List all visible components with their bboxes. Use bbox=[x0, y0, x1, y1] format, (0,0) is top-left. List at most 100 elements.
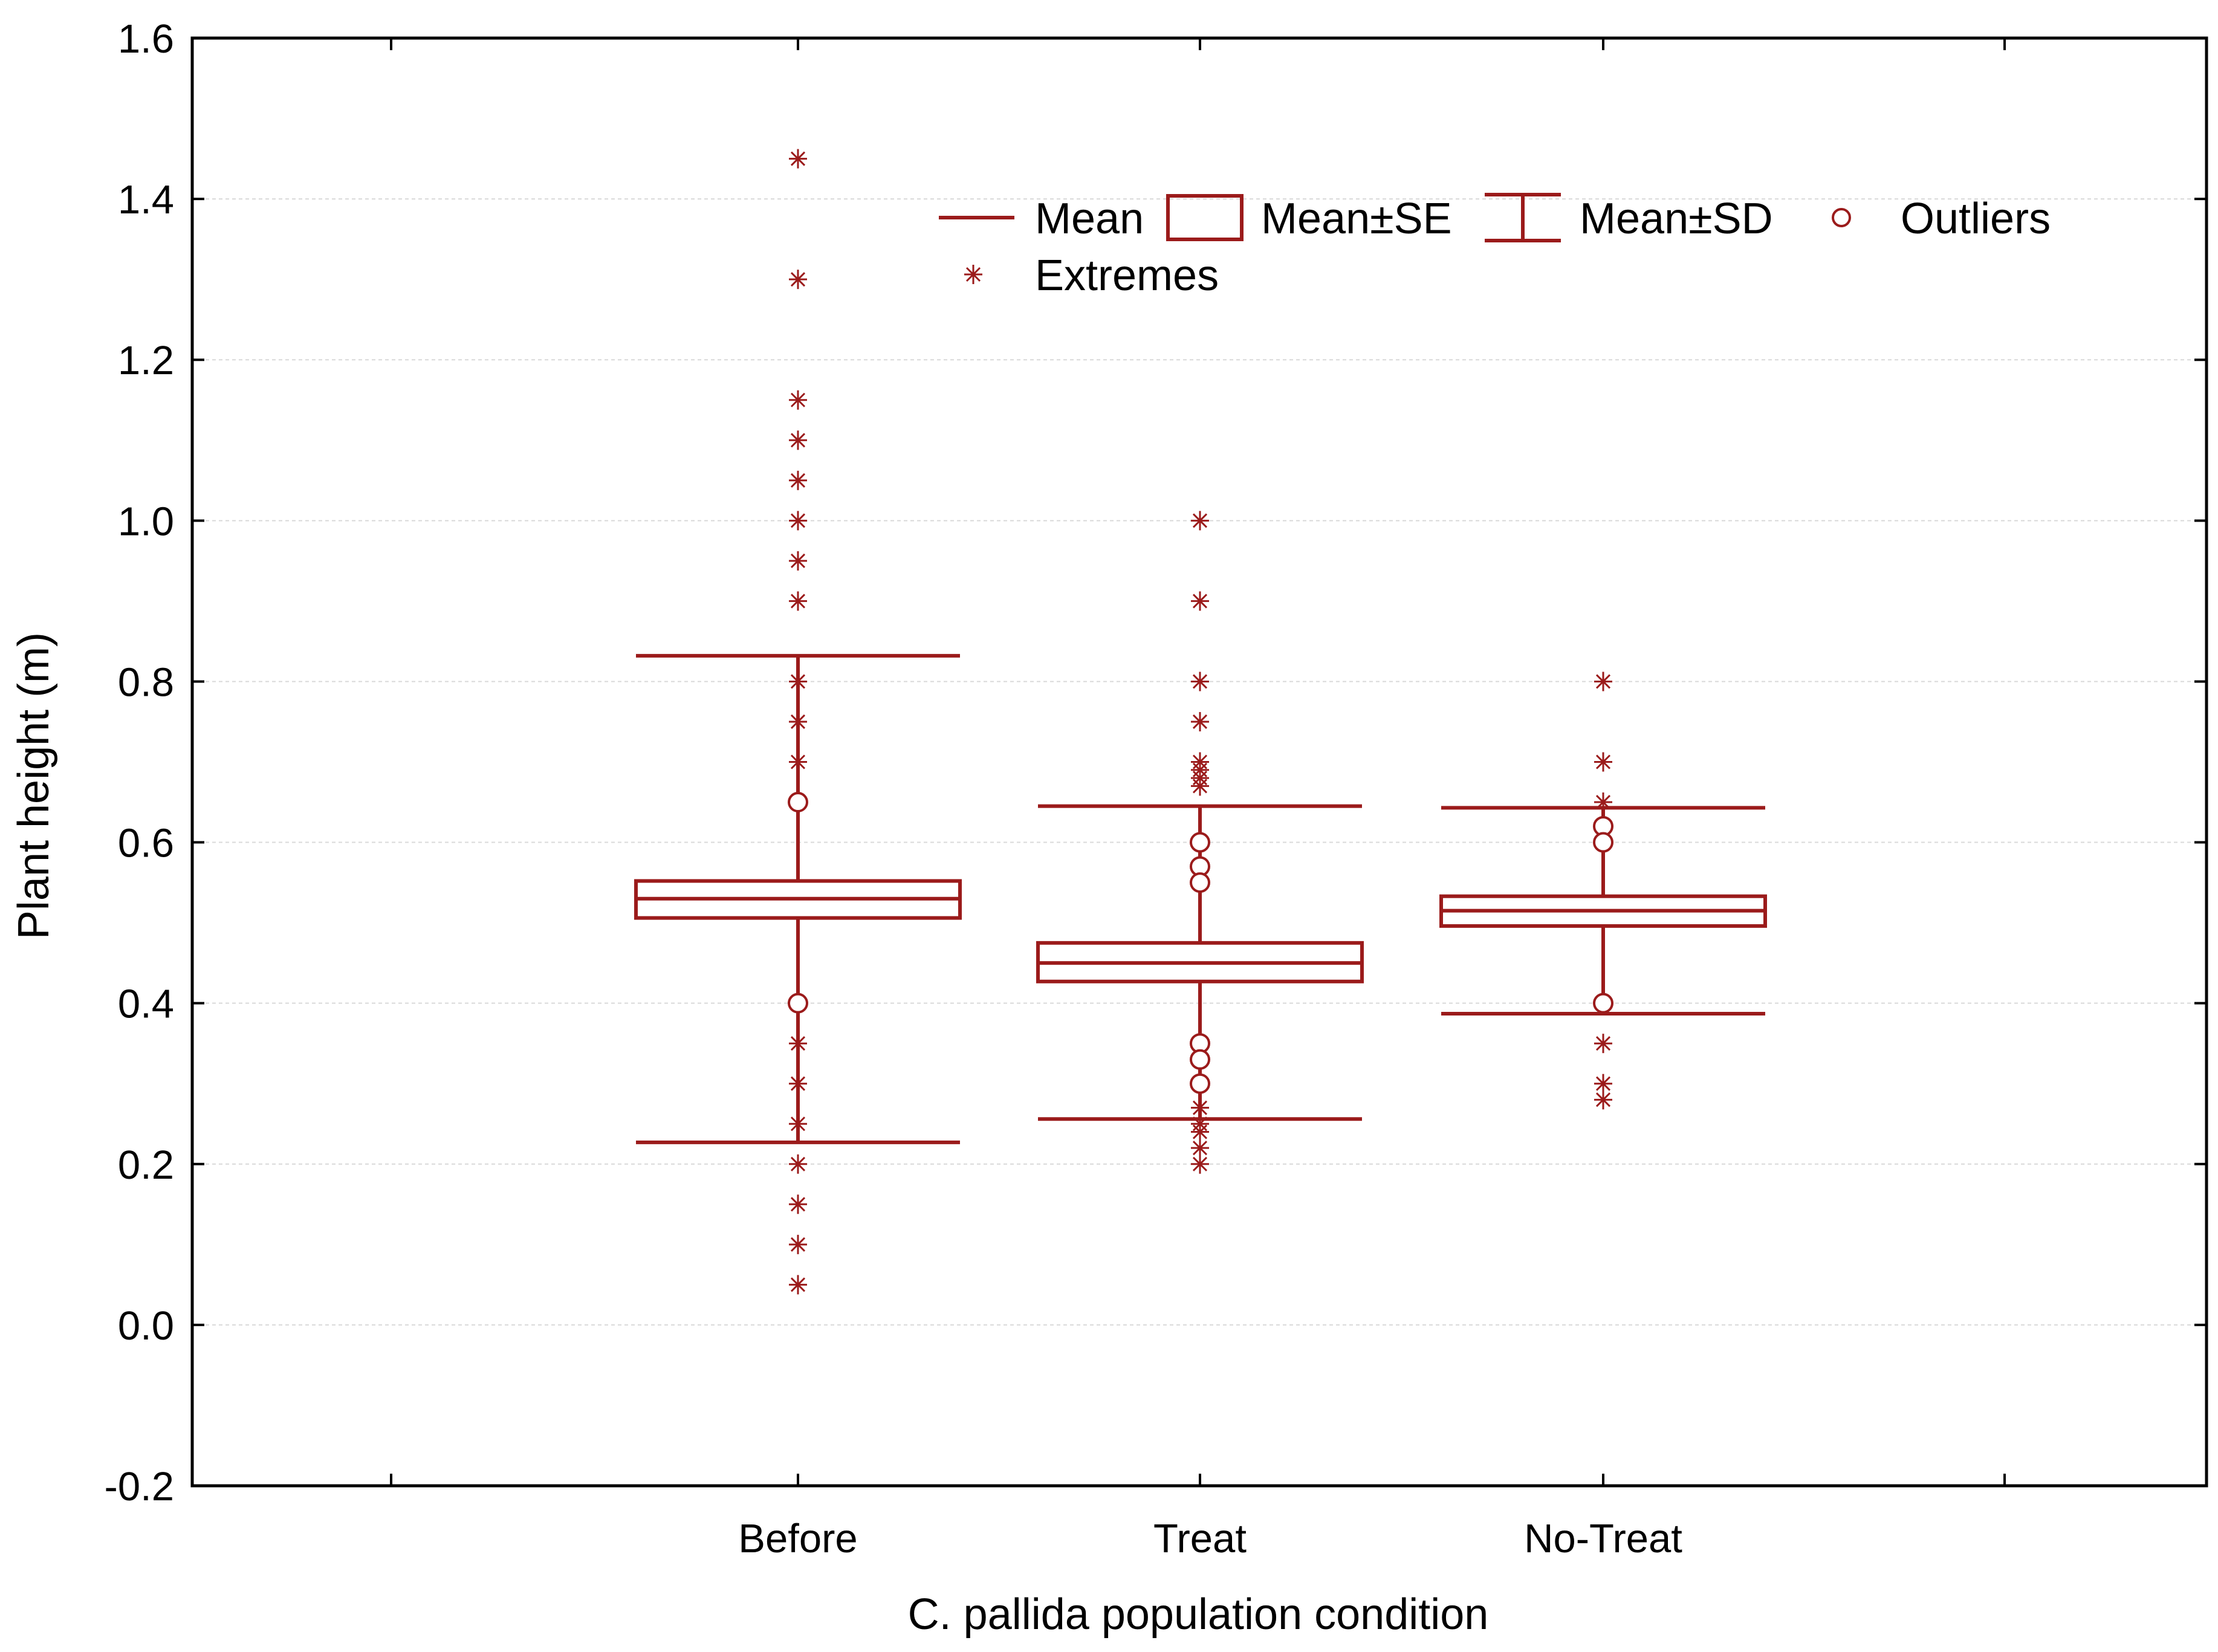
extreme-stroke bbox=[1192, 1124, 1208, 1139]
extreme-point bbox=[1191, 776, 1209, 796]
extreme-stroke bbox=[790, 513, 806, 528]
extreme-point bbox=[789, 511, 807, 531]
box-group-before bbox=[634, 149, 962, 1295]
legend-sd-symbol bbox=[1485, 193, 1561, 242]
extreme-point bbox=[789, 1194, 807, 1214]
extreme-point bbox=[1191, 711, 1209, 731]
outlier-point bbox=[1190, 1073, 1210, 1094]
y-tick-label: -0.2 bbox=[105, 1464, 174, 1509]
extreme-point bbox=[1191, 1122, 1209, 1142]
extreme-point bbox=[789, 672, 807, 692]
extreme-stroke bbox=[1595, 794, 1611, 810]
extreme-point bbox=[1191, 672, 1209, 692]
extreme-stroke bbox=[1192, 779, 1208, 794]
extreme-point bbox=[789, 430, 807, 450]
y-tick-label: 0.4 bbox=[118, 982, 174, 1027]
extreme-point bbox=[789, 1275, 807, 1295]
x-axis: Before Treat No-Treat bbox=[390, 38, 2006, 1561]
legend-outlier-symbol bbox=[1832, 208, 1851, 227]
extreme-stroke bbox=[790, 392, 806, 407]
extreme-stroke bbox=[790, 553, 806, 568]
legend-extremes-label: Extremes bbox=[1035, 251, 1219, 300]
legend-outliers-label: Outliers bbox=[1901, 195, 2051, 243]
x-tick-label: Before bbox=[738, 1516, 857, 1561]
extreme-stroke bbox=[1192, 1156, 1208, 1171]
outlier-point bbox=[1593, 832, 1613, 853]
extreme-stroke bbox=[1192, 714, 1208, 730]
extreme-stroke bbox=[790, 1076, 806, 1091]
y-tick-label: 1.4 bbox=[118, 177, 174, 222]
extreme-stroke bbox=[790, 714, 806, 730]
extreme-stroke bbox=[1192, 1141, 1208, 1156]
box-group-no-treat bbox=[1439, 672, 1767, 1110]
extreme-stroke bbox=[790, 272, 806, 287]
extreme-point bbox=[1594, 1090, 1612, 1110]
x-tick-label: Treat bbox=[1153, 1516, 1247, 1561]
extreme-stroke bbox=[1595, 1092, 1611, 1107]
extreme-point bbox=[789, 711, 807, 731]
extreme-stroke bbox=[1192, 594, 1208, 609]
extreme-point bbox=[789, 1234, 807, 1254]
legend-se-symbol bbox=[1166, 194, 1244, 241]
box-group-treat bbox=[1036, 511, 1364, 1174]
extreme-stroke bbox=[790, 1237, 806, 1252]
y-tick-label: 0.0 bbox=[118, 1303, 174, 1349]
extreme-point bbox=[1191, 591, 1209, 611]
extreme-stroke bbox=[790, 1036, 806, 1051]
extreme-point bbox=[1594, 792, 1612, 812]
extreme-stroke bbox=[790, 754, 806, 769]
y-tick-label: 1.0 bbox=[118, 499, 174, 544]
y-axis: -0.2 0.0 0.2 0.4 0.6 0.8 1.0 1.2 1.4 1.6 bbox=[105, 16, 2207, 1509]
extreme-point bbox=[789, 591, 807, 611]
extreme-stroke bbox=[790, 594, 806, 609]
extreme-point bbox=[1191, 1154, 1209, 1174]
legend-se-label: Mean±SE bbox=[1261, 195, 1452, 243]
extreme-point bbox=[1594, 752, 1612, 772]
extreme-stroke bbox=[1595, 754, 1611, 769]
extreme-stroke bbox=[1192, 513, 1208, 528]
extreme-stroke bbox=[790, 151, 806, 166]
extreme-point bbox=[789, 1154, 807, 1174]
extreme-point bbox=[789, 1074, 807, 1093]
extreme-stroke bbox=[1595, 674, 1611, 689]
extreme-stroke bbox=[790, 433, 806, 448]
outlier-point bbox=[1190, 1049, 1210, 1070]
extreme-stroke bbox=[790, 1277, 806, 1292]
extreme-point bbox=[789, 752, 807, 772]
y-tick-label: 0.6 bbox=[118, 821, 174, 866]
y-tick-label: 0.8 bbox=[118, 659, 174, 705]
legend-sd-label: Mean±SD bbox=[1580, 195, 1773, 243]
extreme-stroke bbox=[1192, 674, 1208, 689]
extreme-point bbox=[789, 390, 807, 410]
extreme-stroke bbox=[790, 473, 806, 488]
outlier-point bbox=[788, 792, 808, 813]
extreme-stroke bbox=[1595, 1036, 1611, 1051]
legend: Mean Mean±SE Mean±SD Outliers Extremes bbox=[939, 193, 2051, 300]
legend-extreme-symbol bbox=[964, 265, 982, 284]
extreme-stroke bbox=[790, 1116, 806, 1132]
legend-mean-label: Mean bbox=[1035, 195, 1144, 243]
y-axis-title: Plant height (m) bbox=[10, 632, 58, 939]
extreme-stroke bbox=[790, 674, 806, 689]
extreme-point bbox=[1594, 1034, 1612, 1054]
y-tick-label: 0.2 bbox=[118, 1142, 174, 1188]
outlier-point bbox=[1593, 993, 1613, 1014]
x-tick-label: No-Treat bbox=[1524, 1516, 1682, 1561]
y-tick-label: 1.6 bbox=[118, 16, 174, 62]
outlier-point bbox=[1190, 832, 1210, 853]
box-series bbox=[634, 149, 1767, 1295]
extreme-point bbox=[789, 551, 807, 571]
extreme-stroke bbox=[790, 1197, 806, 1212]
extreme-stroke bbox=[790, 1156, 806, 1171]
y-tick-label: 1.2 bbox=[118, 338, 174, 383]
outlier-point bbox=[1190, 872, 1210, 893]
x-axis-title: C. pallida population condition bbox=[908, 1590, 1489, 1639]
extreme-point bbox=[789, 270, 807, 290]
extreme-point bbox=[1191, 511, 1209, 531]
extreme-point bbox=[789, 470, 807, 490]
extreme-point bbox=[789, 1114, 807, 1134]
extreme-point bbox=[789, 1034, 807, 1054]
extreme-point bbox=[789, 149, 807, 169]
